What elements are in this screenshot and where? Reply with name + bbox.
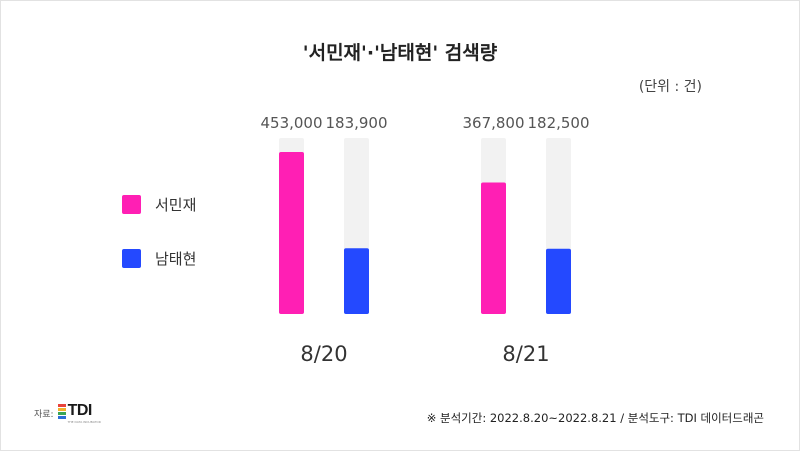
analysis-footnote: ※ 분석기간: 2022.8.20~2022.8.21 / 분석도구: TDI … [426, 411, 764, 425]
category-label: 8/21 [502, 342, 549, 366]
bar [344, 248, 369, 314]
category-label: 8/20 [300, 342, 347, 366]
source-credit: 자료: TDI THE DATA INCUBATOR [34, 402, 101, 424]
legend-label-namtaehyun: 남태현 [155, 250, 197, 268]
legend-item-seominjae: 서민재 [122, 194, 196, 215]
source-prefix: 자료: [34, 409, 54, 420]
legend-item-namtaehyun: 남태현 [122, 248, 196, 269]
bar [279, 152, 304, 314]
legend-swatch-seominjae [122, 195, 141, 214]
tdi-logo-mark-icon [57, 403, 66, 419]
bar-value-label: 453,000 [260, 114, 322, 132]
bar-value-label: 183,900 [325, 114, 387, 132]
bar [546, 248, 571, 314]
bar-value-label: 182,500 [527, 114, 589, 132]
legend-swatch-namtaehyun [122, 249, 141, 268]
tdi-logo: TDI THE DATA INCUBATOR [57, 402, 101, 424]
unit-label: (단위 : 건) [638, 79, 702, 95]
bar-value-label: 367,800 [462, 114, 524, 132]
tdi-logo-text: TDI [67, 402, 93, 419]
bar [481, 182, 506, 314]
tdi-logo-subtext: THE DATA INCUBATOR [67, 420, 101, 424]
legend-label-seominjae: 서민재 [155, 196, 197, 214]
chart-title: '서민재'·'남태현' 검색량 [302, 42, 498, 64]
